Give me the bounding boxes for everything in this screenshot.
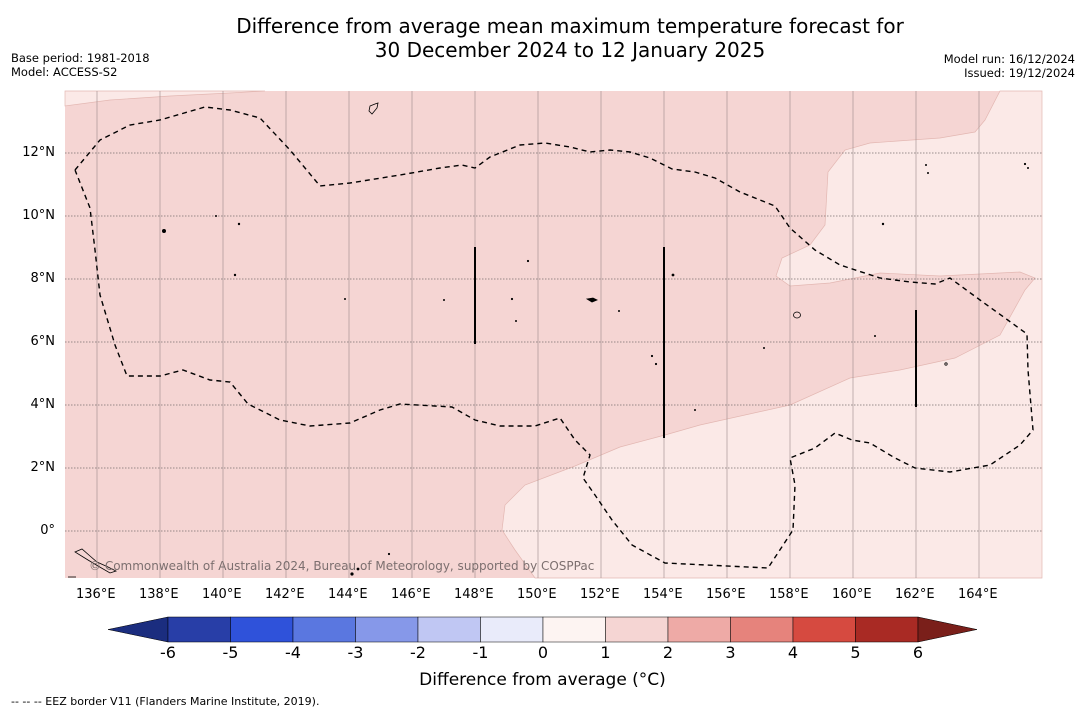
colorbar-label: Difference from average (°C) — [419, 670, 666, 690]
lon-tick-140: 140°E — [202, 587, 242, 602]
graticule — [96, 91, 980, 578]
eez-borders — [74, 106, 1034, 569]
colorbar-swatch — [292, 616, 356, 643]
colorbar-tick-label: 6 — [912, 643, 924, 662]
islands — [68, 102, 1030, 578]
colorbar-tick-label: -2 — [410, 643, 426, 662]
lon-tick-144: 144°E — [328, 587, 368, 602]
colorbar-tick-label: 2 — [662, 643, 674, 662]
map-title-line1: Difference from average mean maximum tem… — [236, 14, 904, 38]
colorbar-tick-label: -5 — [222, 643, 239, 662]
anomaly-region-0-1-north — [64, 90, 266, 107]
lon-tick-138: 138°E — [139, 587, 179, 602]
colorbar-swatch — [667, 616, 731, 643]
issued-date: Issued: 19/12/2024 — [964, 66, 1075, 80]
lon-tick-152: 152°E — [580, 587, 620, 602]
lat-tick-4n: 4°N — [30, 397, 56, 412]
colorbar-tick-label: -1 — [472, 643, 489, 662]
colorbar-swatch — [792, 616, 856, 643]
anomaly-region-0-1-east — [501, 90, 1043, 579]
lat-tick-10n: 10°N — [22, 208, 55, 223]
colorbar-swatch — [167, 616, 231, 643]
lat-tick-12n: 12°N — [22, 145, 55, 160]
eez-legend-note: -- -- -- EEZ border V11 (Flanders Marine… — [11, 695, 320, 708]
lat-tick-8n: 8°N — [30, 271, 56, 286]
lat-tick-2n: 2°N — [30, 460, 56, 475]
copyright-watermark: © Commonwealth of Australia 2024, Bureau… — [89, 559, 594, 573]
lon-tick-146: 146°E — [391, 587, 431, 602]
colorbar-under-arrow — [107, 616, 169, 643]
lon-tick-160: 160°E — [832, 587, 872, 602]
colorbar-tick-label: 3 — [725, 643, 736, 662]
lon-tick-142: 142°E — [265, 587, 305, 602]
colorbar-tick-label: 5 — [850, 643, 861, 662]
colorbar-swatch — [417, 616, 481, 643]
lon-tick-162: 162°E — [895, 587, 935, 602]
colorbar-swatch — [230, 616, 294, 643]
colorbar-tick-label: 4 — [787, 643, 799, 662]
graticule-lat — [65, 152, 1042, 532]
colorbar-swatch — [730, 616, 794, 643]
lon-tick-150: 150°E — [517, 587, 557, 602]
colorbar-tick-label: 1 — [600, 643, 611, 662]
colorbar-swatch — [605, 616, 669, 643]
colorbar-tick-label: -3 — [347, 643, 364, 662]
colorbar — [107, 616, 978, 643]
colorbar-tick-label: -4 — [285, 643, 301, 662]
lon-tick-156: 156°E — [706, 587, 746, 602]
lat-tick-0: 0° — [40, 523, 55, 538]
model-run: Model run: 16/12/2024 — [943, 52, 1075, 66]
lat-tick-6n: 6°N — [30, 334, 56, 349]
base-period: Base period: 1981-2018 — [11, 51, 150, 65]
lon-tick-164: 164°E — [958, 587, 998, 602]
colorbar-swatch — [855, 616, 919, 643]
colorbar-tick-label: 0 — [537, 643, 549, 662]
lon-tick-148: 148°E — [454, 587, 494, 602]
eez-segments — [474, 247, 917, 438]
colorbar-swatch — [480, 616, 544, 643]
colorbar-swatch — [355, 616, 419, 643]
map-title-line2: 30 December 2024 to 12 January 2025 — [374, 38, 766, 62]
lon-tick-154: 154°E — [643, 587, 683, 602]
lon-tick-158: 158°E — [769, 587, 809, 602]
colorbar-over-arrow — [917, 616, 978, 643]
lon-tick-136: 136°E — [76, 587, 116, 602]
model-name: Model: ACCESS-S2 — [11, 65, 118, 79]
colorbar-swatch — [542, 616, 606, 643]
colorbar-tick-label: -6 — [160, 643, 176, 662]
